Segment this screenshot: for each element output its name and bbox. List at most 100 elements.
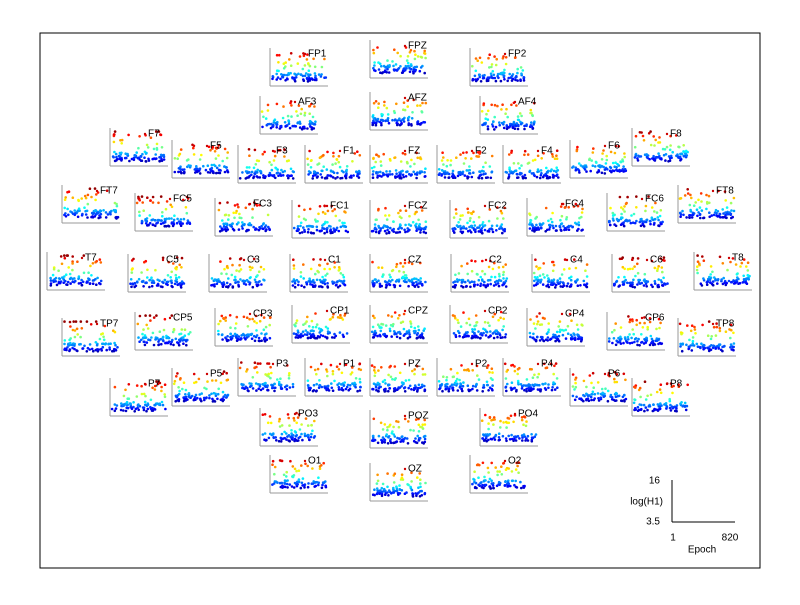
point (481, 227, 484, 230)
point (523, 389, 526, 392)
point (478, 170, 481, 173)
channel-plot: F6 (570, 140, 628, 178)
point (389, 284, 392, 287)
point (306, 158, 309, 161)
point (531, 224, 534, 227)
point (620, 342, 623, 345)
point (480, 80, 483, 83)
point (229, 326, 232, 329)
point (500, 108, 503, 111)
point (259, 176, 262, 179)
point (492, 231, 495, 234)
point (535, 224, 538, 227)
channel-plot: P8 (632, 378, 690, 416)
point (560, 229, 563, 232)
point (722, 262, 725, 265)
point (333, 380, 336, 383)
channel-plot: F8 (632, 128, 690, 166)
point (696, 215, 699, 218)
point (380, 124, 383, 127)
point (530, 109, 533, 112)
point (229, 333, 232, 336)
point (125, 157, 128, 160)
point (254, 278, 257, 281)
point (606, 159, 609, 162)
point (143, 393, 146, 396)
point (100, 261, 103, 264)
point (226, 226, 229, 229)
point (550, 218, 553, 221)
point (280, 437, 283, 440)
point (468, 169, 471, 172)
point (503, 74, 506, 77)
channel-plot: C5 (128, 254, 186, 292)
point (395, 122, 398, 125)
label-dot (169, 198, 171, 200)
point (174, 283, 177, 286)
point (211, 284, 214, 287)
point (339, 177, 342, 180)
point (316, 172, 319, 175)
channel-plot: C6 (612, 254, 670, 292)
point (377, 155, 380, 158)
point (407, 279, 410, 282)
point (699, 347, 702, 350)
point (321, 276, 324, 279)
point (213, 392, 216, 395)
channel-label: FCZ (408, 201, 427, 212)
point (295, 74, 298, 77)
point (393, 48, 396, 51)
point (226, 151, 229, 154)
point (405, 379, 408, 382)
point (136, 280, 139, 283)
point (670, 409, 673, 412)
point (661, 271, 664, 274)
channel-label: C6 (650, 255, 663, 266)
channel-label: C3 (247, 255, 260, 266)
point (634, 286, 637, 289)
point (252, 226, 255, 229)
point (298, 205, 301, 208)
point (309, 65, 312, 68)
point (732, 332, 735, 335)
point (385, 336, 388, 339)
point (256, 175, 259, 178)
channel-plot: F4 (503, 145, 561, 183)
channel-plot: FC2 (450, 200, 508, 238)
point (465, 151, 468, 154)
point (314, 174, 317, 177)
point (135, 151, 138, 154)
point (733, 342, 736, 345)
point (609, 224, 612, 227)
point (633, 402, 636, 405)
point (713, 276, 716, 279)
channel-plot: P2 (437, 358, 495, 396)
point (307, 424, 310, 427)
point (267, 226, 270, 229)
point (539, 267, 542, 270)
point (590, 393, 593, 396)
point (294, 282, 297, 285)
point (486, 331, 489, 334)
point (114, 130, 117, 133)
point (275, 73, 278, 76)
point (446, 159, 449, 162)
point (175, 395, 178, 398)
point (81, 327, 84, 330)
point (249, 333, 252, 336)
channel-label: FZ (408, 146, 420, 157)
point (671, 392, 674, 395)
point (262, 223, 265, 226)
point (297, 62, 300, 65)
point (483, 386, 486, 389)
point (602, 166, 605, 169)
point (290, 52, 293, 55)
point (646, 409, 649, 412)
point (303, 286, 306, 289)
point (658, 327, 661, 330)
point (238, 335, 241, 338)
point (714, 211, 717, 214)
point (555, 229, 558, 232)
point (255, 389, 258, 392)
point (242, 224, 245, 227)
